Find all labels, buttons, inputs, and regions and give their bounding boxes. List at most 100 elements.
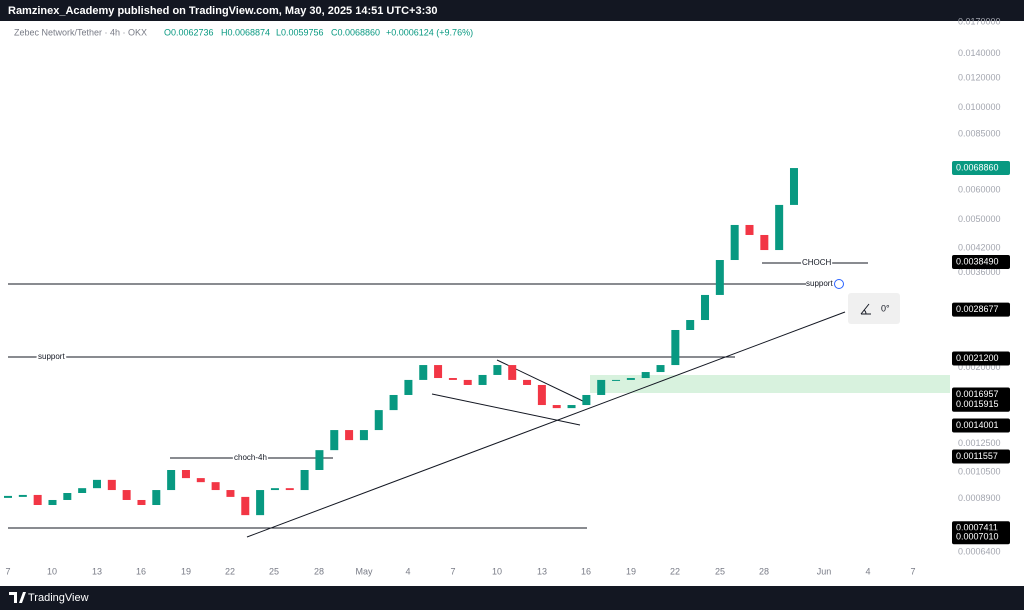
price-label-box (952, 530, 1010, 545)
candle (285, 488, 294, 491)
candle (359, 430, 368, 441)
candle (656, 365, 665, 373)
top-bar (0, 0, 1024, 21)
candle (78, 488, 87, 493)
change: +0.0006124 (+9.76%) (386, 27, 473, 37)
candle (671, 329, 680, 366)
price-label: 0.0038490 (956, 256, 999, 266)
x-tick-label: 7 (450, 566, 455, 576)
open: O0.0062736 (164, 27, 214, 37)
candle (241, 496, 250, 516)
y-tick-label: 0.0060000 (958, 185, 1001, 195)
candle (701, 294, 710, 321)
candle (48, 499, 57, 506)
x-tick-label: 10 (47, 566, 57, 576)
candle (196, 478, 205, 483)
candle (345, 430, 354, 441)
candle (18, 494, 27, 497)
price-label-box (952, 255, 1010, 270)
price-label-box (952, 351, 1010, 366)
trend-line (246, 311, 846, 538)
choch-label: choch-4h (234, 453, 267, 462)
candle (256, 490, 265, 516)
plot: 0.0170000 0.0140000 0.0120000 0.0100000 0.00… (4, 16, 1010, 576)
candle (448, 378, 457, 380)
candle (434, 365, 443, 379)
price-label-box (952, 418, 1010, 433)
y-tick-label: 0.0006400 (958, 546, 1001, 556)
price-label-box (952, 449, 1010, 464)
price-label: 0.0011557 (956, 451, 998, 461)
candle (626, 378, 635, 380)
candle (686, 320, 695, 330)
angle-box[interactable] (848, 293, 900, 324)
close: C0.0068860 (331, 27, 380, 37)
y-tick-label: 0.0012500 (958, 438, 1001, 448)
y-tick-label: 0.0042000 (958, 242, 1001, 252)
price-label: 0.0028677 (956, 304, 999, 314)
candle (270, 488, 279, 491)
x-tick-label: 16 (136, 566, 146, 576)
candle (404, 379, 413, 395)
candle (523, 379, 532, 385)
y-tick-label: 0.0120000 (958, 73, 1001, 83)
candle (715, 260, 724, 295)
y-tick-label: 0.0100000 (958, 102, 1001, 112)
x-tick-label: Jun (817, 566, 832, 576)
candle (300, 470, 309, 491)
x-tick-label: 28 (759, 566, 769, 576)
candle (463, 379, 472, 385)
bottom-bar (0, 586, 1024, 610)
candle (167, 470, 176, 491)
choch-label: CHOCH (802, 258, 832, 267)
candle (567, 405, 576, 409)
candle (33, 494, 42, 506)
price-label: 0.0007411 (956, 523, 998, 533)
x-tick-label: 13 (92, 566, 102, 576)
candle (478, 374, 487, 385)
symbol-legend: Zebec Network/Tether · 4h · OKX O0.00627… (14, 27, 473, 37)
candle (641, 372, 650, 379)
candle (537, 384, 546, 406)
price-label: 0.0014001 (956, 420, 999, 430)
handle[interactable] (834, 279, 844, 289)
y-tick-label: 0.0050000 (958, 214, 1001, 224)
price-label: 0.0016957 (956, 389, 999, 399)
candle (389, 394, 398, 411)
publish-title: Ramzinex_Academy published on TradingVie… (8, 5, 437, 17)
drawing-labels: support support choch-4h CHOCH (37, 257, 834, 464)
price-label: 0.0068860 (956, 162, 999, 172)
x-tick-label: 25 (715, 566, 725, 576)
wedge-line (431, 393, 581, 426)
candle (745, 224, 754, 235)
x-tick-label: 19 (626, 566, 636, 576)
candle (419, 365, 428, 380)
candle (211, 482, 220, 491)
candle (612, 379, 621, 381)
y-tick-label: 0.0170000 (958, 16, 1001, 26)
x-tick-label: 7 (5, 566, 10, 576)
y-tick-label: 0.0036000 (958, 267, 1001, 277)
candle (92, 479, 101, 489)
price-label: 0.0021200 (956, 353, 999, 363)
price-label-box (952, 161, 1010, 176)
x-tick-label: 22 (670, 566, 680, 576)
candle (122, 490, 131, 500)
angle-label: 0° (881, 303, 890, 313)
candle (775, 204, 784, 251)
y-tick-label: 0.0085000 (958, 128, 1001, 138)
candle (730, 224, 739, 261)
x-tick-label: 16 (581, 566, 591, 576)
candle (330, 430, 339, 451)
candle (582, 394, 591, 406)
y-tick-label: 0.0020000 (958, 362, 1001, 372)
candle (508, 365, 517, 380)
x-tick-label: 10 (492, 566, 502, 576)
candle (137, 499, 146, 506)
x-tick-label: 4 (405, 566, 410, 576)
x-tick-label: 19 (181, 566, 191, 576)
candle (63, 492, 72, 500)
candle (315, 450, 324, 471)
